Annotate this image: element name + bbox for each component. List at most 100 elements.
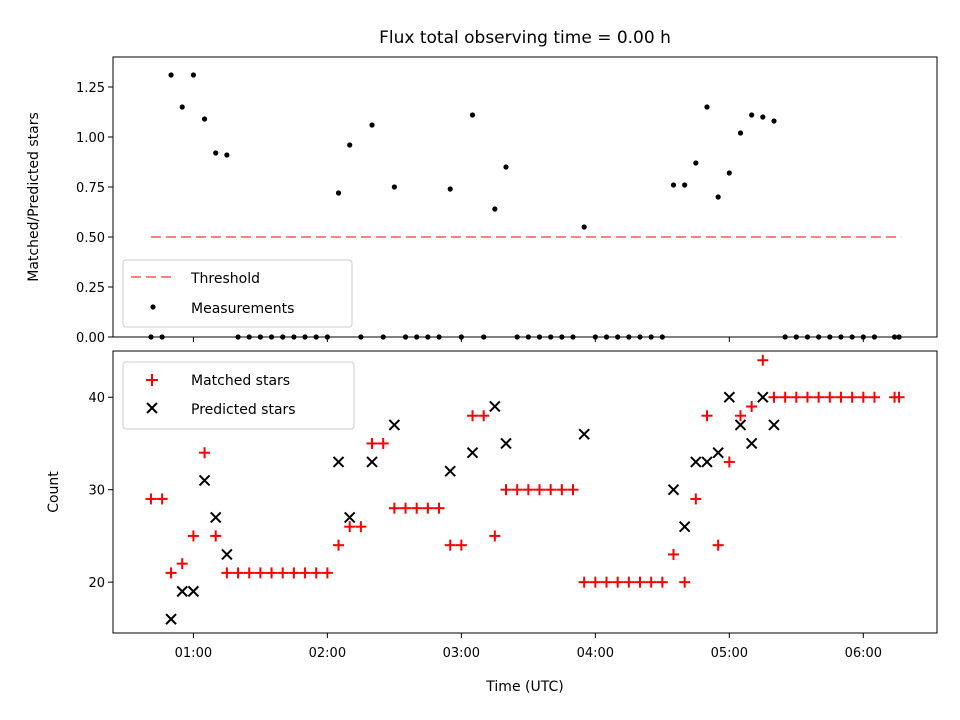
x-tick-label: 03:00 — [443, 646, 480, 661]
predicted-point — [768, 419, 780, 431]
matched-point — [467, 410, 479, 422]
matched-point — [601, 576, 613, 588]
matched-point — [712, 539, 724, 551]
matched-point — [667, 548, 679, 560]
predicted-point — [723, 391, 736, 403]
predicted-point — [198, 474, 211, 487]
measurement-point — [391, 184, 397, 190]
top-panel: 0.00 0.25 0.50 0.75 1.00 1.25 Matched/Predict… — [26, 56, 938, 346]
matched-point — [254, 567, 266, 579]
predicted-point — [165, 613, 177, 625]
matched-point — [779, 391, 791, 403]
top-y-tick-label: 1.25 — [76, 81, 105, 96]
matched-point — [645, 576, 657, 588]
measurement-point — [179, 104, 185, 110]
measurement-point — [224, 152, 230, 158]
bottom-y-tick-label: 20 — [88, 576, 105, 591]
matched-point — [176, 558, 188, 570]
measurement-point — [447, 186, 453, 192]
x-tick-label: 04:00 — [577, 646, 614, 661]
predicted-point — [332, 456, 345, 468]
predicted-point — [210, 511, 222, 524]
predicted-point — [690, 456, 702, 468]
matched-point — [567, 484, 579, 496]
matched-point — [801, 391, 813, 403]
measurement-point — [503, 164, 509, 170]
predicted-points — [165, 391, 780, 625]
measurement-point — [704, 104, 710, 110]
matched-point — [187, 530, 199, 542]
matched-point — [422, 502, 434, 514]
matched-point — [734, 410, 746, 422]
matched-point — [578, 576, 590, 588]
matched-point — [545, 484, 557, 496]
measurement-point — [213, 150, 219, 156]
predicted-point — [221, 548, 233, 561]
bottom-y-axis-label: Count — [46, 471, 62, 513]
bottom-x-ticks: 01:00 02:00 03:00 04:00 05:00 06:00 — [175, 633, 882, 661]
measurement-point — [335, 190, 342, 196]
matched-point — [746, 400, 758, 412]
predicted-point — [701, 456, 713, 468]
matched-point — [701, 410, 713, 422]
top-plot-frame — [112, 56, 938, 338]
matched-point — [333, 539, 345, 551]
matched-point — [612, 576, 624, 588]
matched-point — [757, 354, 769, 366]
matched-point — [299, 567, 311, 579]
top-y-tick-label: 0.25 — [76, 281, 105, 296]
matched-point — [857, 391, 869, 403]
top-y-axis-label: Matched/Predicted stars — [26, 112, 42, 282]
predicted-point — [388, 419, 401, 431]
matched-point — [868, 391, 880, 403]
legend-threshold-label: Threshold — [190, 271, 260, 287]
predicted-point — [712, 446, 724, 459]
legend-predicted-swatch — [146, 402, 158, 414]
matched-point — [165, 567, 177, 579]
matched-point — [288, 567, 300, 579]
x-tick-label: 02:00 — [309, 646, 346, 661]
measurement-point — [492, 206, 498, 212]
matched-point — [478, 410, 490, 422]
top-y-tick-label: 0.75 — [76, 181, 105, 196]
predicted-point — [444, 465, 456, 477]
matched-point — [277, 567, 289, 579]
top-legend: Threshold Measurements — [122, 259, 353, 328]
predicted-point — [466, 446, 479, 459]
top-legend-box — [122, 259, 353, 328]
matched-point — [723, 456, 735, 468]
measurement-point — [190, 72, 196, 78]
predicted-point — [176, 585, 188, 598]
matched-point — [156, 493, 168, 505]
predicted-point — [578, 428, 590, 440]
matched-point — [243, 567, 255, 579]
measurement-point — [469, 112, 476, 118]
legend-matched-label: Matched stars — [191, 373, 290, 389]
measurement-point — [693, 160, 699, 166]
matched-point — [534, 484, 546, 496]
top-y-tick-label: 0.50 — [76, 231, 105, 246]
matched-point — [232, 567, 244, 579]
matched-point — [790, 391, 802, 403]
measurement-point — [670, 182, 677, 188]
matched-point — [366, 437, 378, 449]
predicted-point — [344, 511, 356, 524]
measurement-point — [715, 194, 721, 200]
matched-point — [489, 530, 501, 542]
matched-point — [690, 493, 702, 505]
matched-point — [388, 502, 400, 514]
legend-matched-swatch — [146, 374, 158, 386]
predicted-point — [734, 419, 747, 431]
matched-point — [355, 521, 367, 533]
matched-point — [310, 567, 322, 579]
matched-point — [679, 576, 691, 588]
matched-point — [400, 502, 412, 514]
matched-point — [656, 576, 668, 588]
matched-point — [455, 539, 467, 551]
matched-point — [623, 576, 635, 588]
matched-point — [444, 539, 456, 551]
matched-point — [377, 437, 389, 449]
bottom-y-ticks: 20 30 40 — [88, 391, 113, 591]
